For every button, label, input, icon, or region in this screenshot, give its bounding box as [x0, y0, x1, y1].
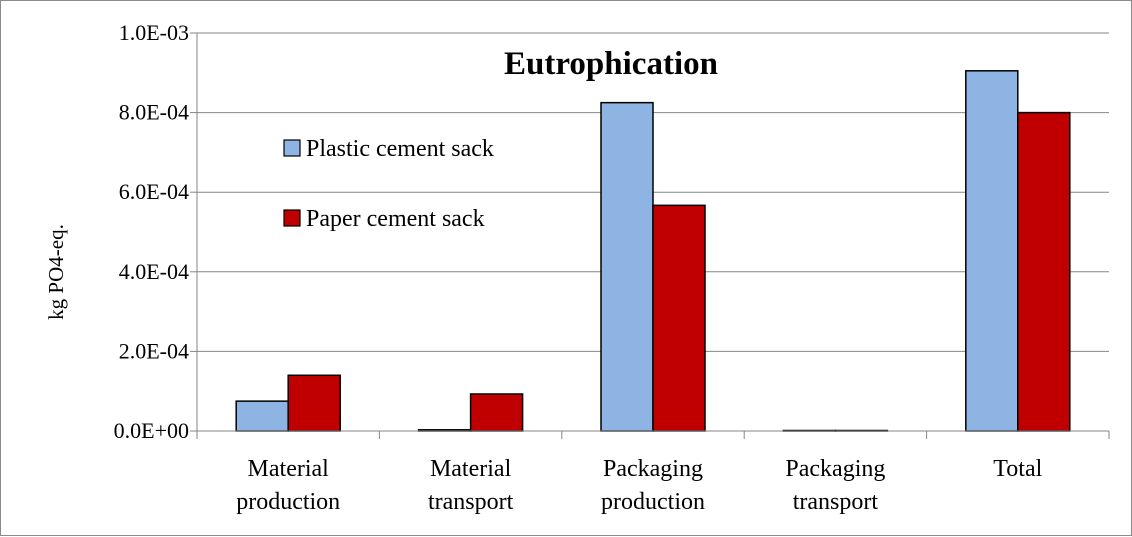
- y-tick-label: 2.0E-04: [119, 338, 189, 363]
- x-category-label: transport: [793, 489, 879, 515]
- labels: 0.0E+00 2.0E-04 4.0E-04 6.0E-04 8.0E-04 1.0E-…: [114, 20, 1043, 515]
- legend-swatch: [283, 139, 301, 157]
- x-category-label: Material: [248, 456, 330, 482]
- x-category-label: Packaging: [785, 456, 885, 482]
- legend-swatch: [283, 209, 301, 227]
- y-tick-label: 8.0E-04: [119, 100, 189, 125]
- bar: [235, 400, 289, 432]
- bars: [235, 70, 1071, 432]
- bar: [965, 70, 1019, 432]
- legend-label: Paper cement sack: [306, 206, 485, 232]
- y-tick-label: 6.0E-04: [119, 179, 189, 204]
- x-category-label: Packaging: [603, 456, 703, 482]
- legend-label: Plastic cement sack: [306, 136, 494, 162]
- legend: Plastic cement sack Paper cement sack: [283, 136, 494, 232]
- y-tick-label: 0.0E+00: [114, 418, 189, 443]
- y-tick-label: 1.0E-03: [119, 20, 189, 45]
- bar: [469, 393, 524, 432]
- x-category-label: transport: [428, 489, 514, 515]
- chart-title: Eutrophication: [504, 46, 718, 82]
- x-category-label: production: [236, 489, 340, 515]
- y-axis-title: kg PO4-eq.: [44, 224, 68, 320]
- x-category-label: Total: [993, 456, 1042, 482]
- bar: [652, 204, 706, 432]
- bar: [287, 374, 341, 432]
- axes: [190, 32, 1110, 439]
- x-category-label: production: [601, 489, 705, 515]
- x-category-label: Material: [430, 456, 512, 482]
- bar: [1017, 111, 1071, 432]
- y-tick-label: 4.0E-04: [119, 259, 189, 284]
- bar: [600, 101, 654, 432]
